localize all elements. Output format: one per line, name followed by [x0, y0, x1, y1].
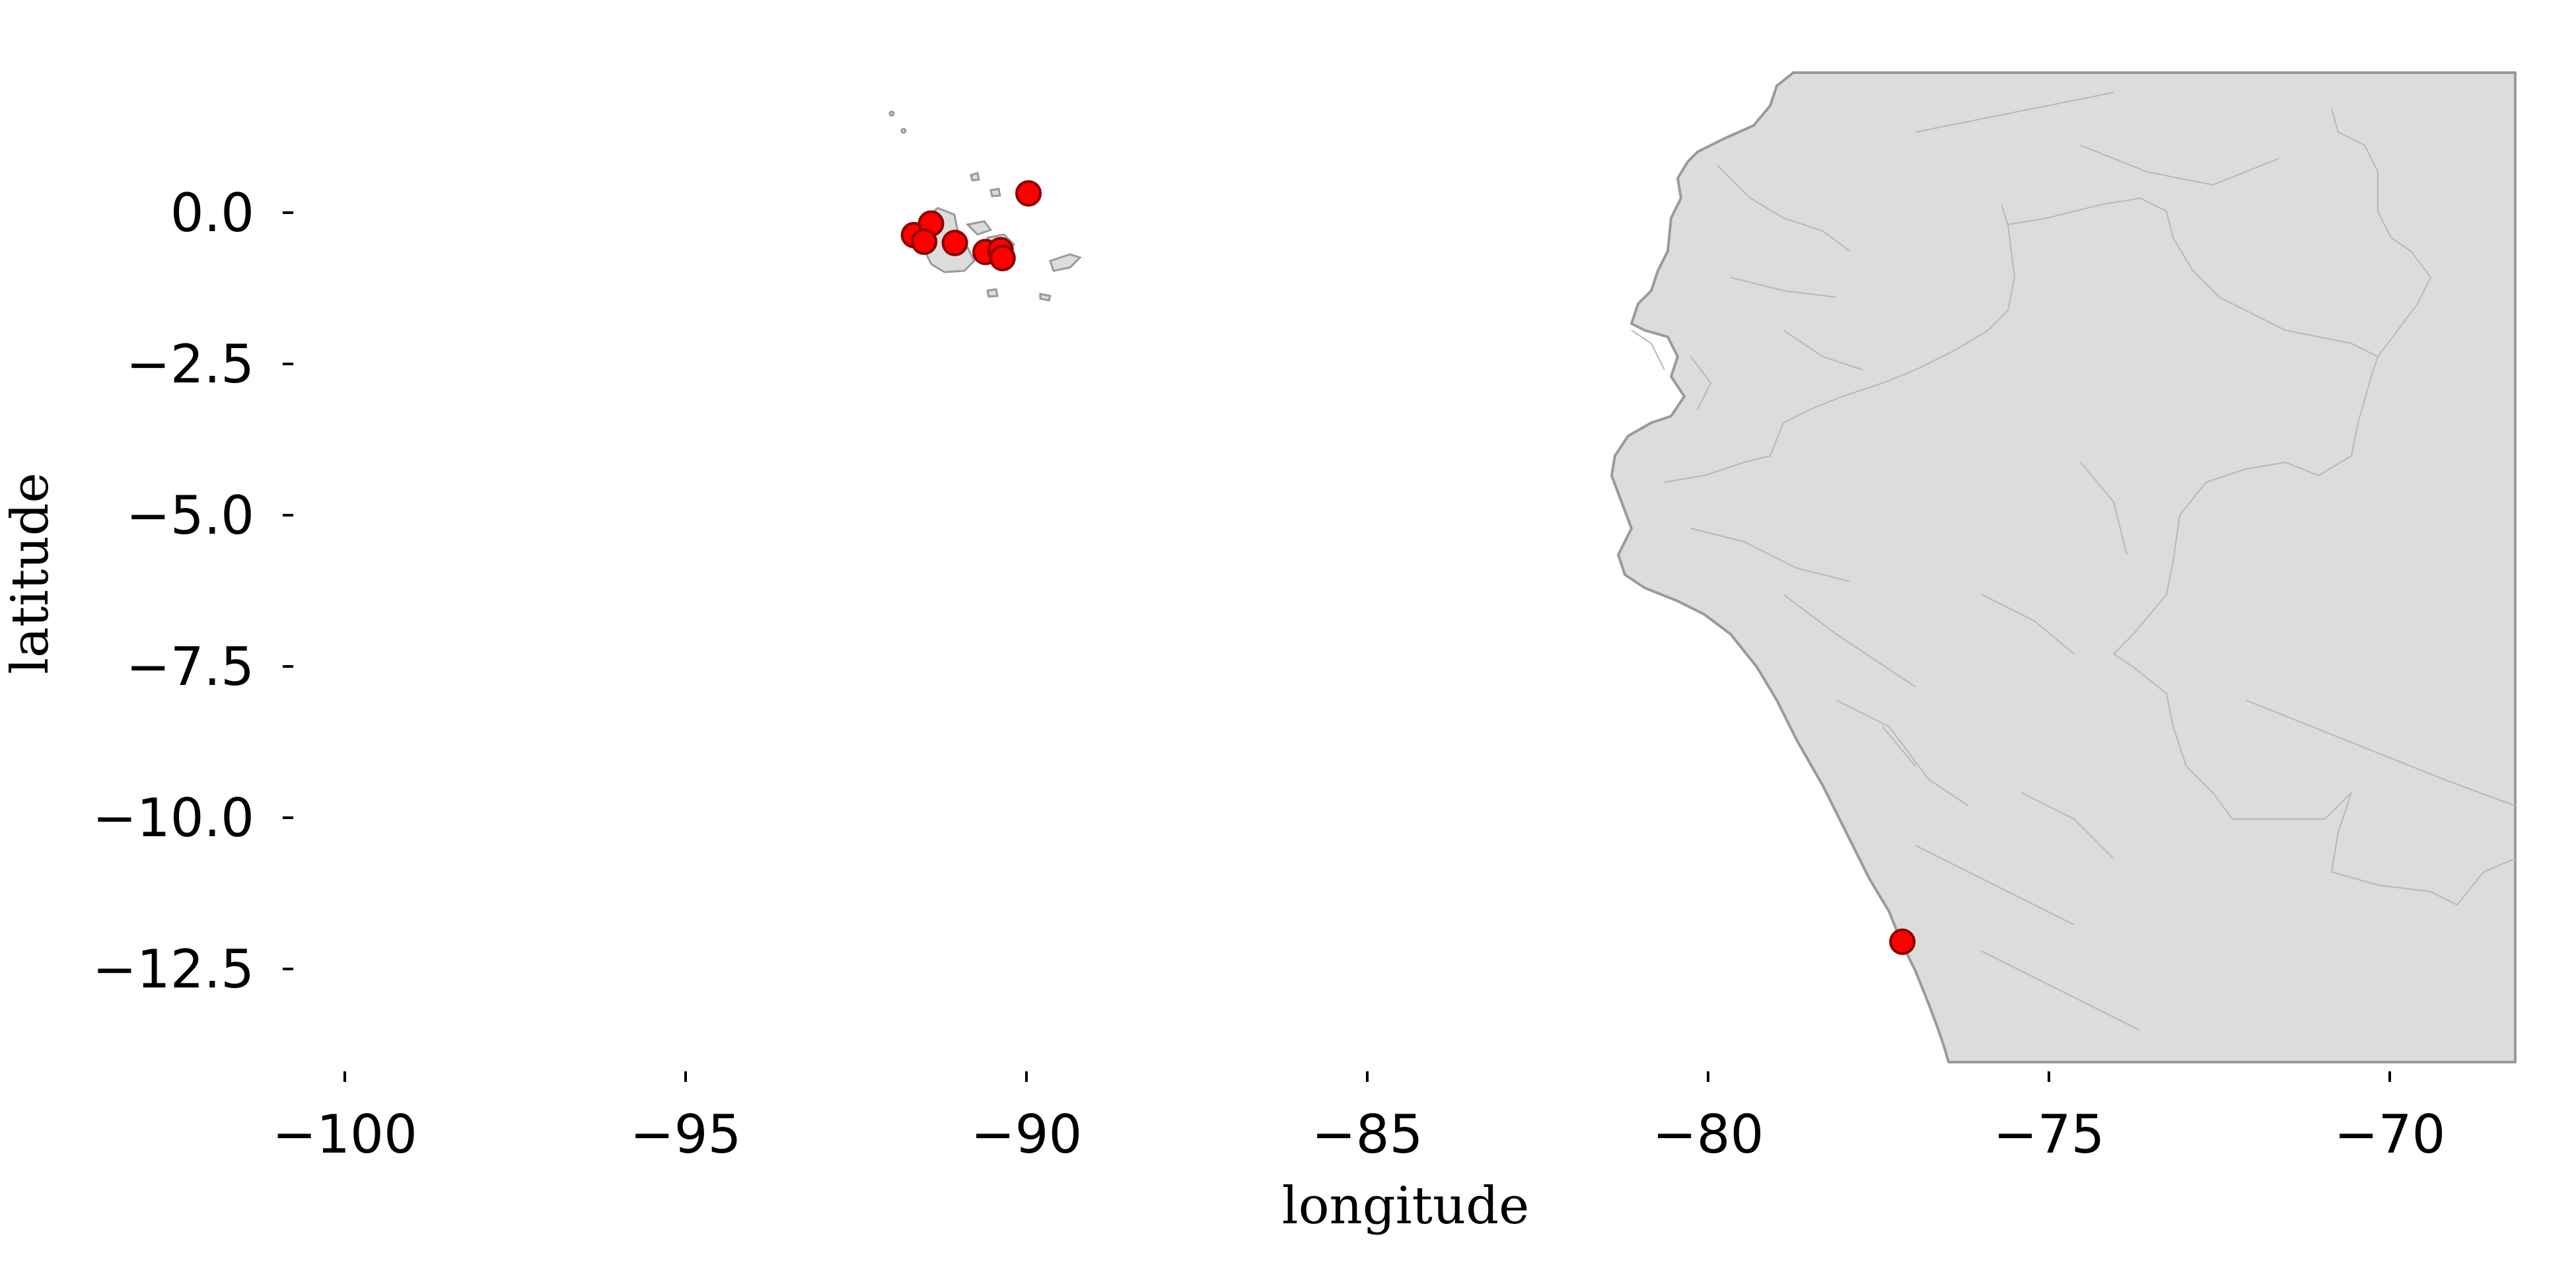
observation-point	[1889, 928, 1916, 955]
observation-point	[911, 228, 938, 255]
y-tick-label: −7.5	[126, 636, 254, 698]
small-island-5	[888, 110, 895, 117]
x-axis-title: longitude	[1282, 1176, 1530, 1236]
observation-points	[900, 180, 1916, 955]
country-border-ecuador-peru	[1664, 204, 2016, 483]
x-axis: −100 −95 −90 −85 −80 −75 −70	[272, 1071, 2445, 1165]
admin-borders-interior	[1690, 92, 2516, 1031]
y-tick-label: −10.0	[92, 787, 254, 849]
y-tick-label: 0.0	[170, 182, 254, 244]
country-border-brazil	[2112, 455, 2516, 906]
observation-point	[1015, 180, 1042, 207]
observation-point	[989, 244, 1016, 271]
small-island-3	[986, 288, 999, 298]
galapagos-islands	[888, 110, 1082, 302]
y-tick-label: −5.0	[126, 485, 254, 546]
santiago-island	[965, 220, 993, 236]
x-tick-label: −75	[1993, 1104, 2105, 1165]
x-tick-label: −90	[971, 1104, 1083, 1165]
small-island-1	[970, 172, 980, 182]
small-island-6	[900, 127, 907, 134]
observation-point	[941, 229, 968, 256]
san-cristobal-island	[1049, 253, 1082, 272]
x-tick-label: −80	[1653, 1104, 1764, 1165]
y-axis-title: latitude	[1, 472, 60, 674]
country-border-north	[2331, 108, 2432, 357]
small-island-4	[1039, 293, 1052, 302]
y-tick-label: −12.5	[92, 939, 254, 1000]
y-tick-label: −2.5	[126, 334, 254, 395]
coastline-detail	[1631, 330, 1712, 410]
small-island-2	[989, 188, 1001, 197]
x-tick-label: −70	[2334, 1104, 2446, 1165]
x-tick-label: −85	[1312, 1104, 1423, 1165]
land-layer	[1610, 71, 2517, 1063]
country-border-colombia	[2007, 197, 2379, 456]
y-axis: 0.0 −2.5 −5.0 −7.5 −10.0 −12.5	[92, 182, 293, 1000]
south-america-landmass	[1610, 71, 2517, 1063]
x-tick-label: −95	[630, 1104, 742, 1165]
x-tick-label: −100	[272, 1104, 417, 1165]
